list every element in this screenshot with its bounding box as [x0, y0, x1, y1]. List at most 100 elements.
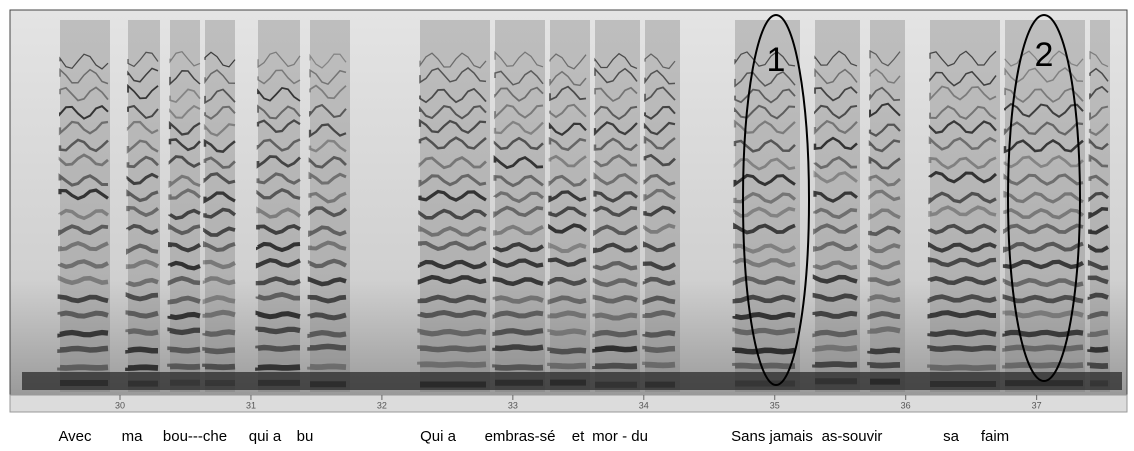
harmonic [734, 104, 796, 120]
harmonic [813, 207, 858, 220]
harmonic [419, 52, 487, 69]
harmonic [492, 364, 544, 371]
harmonic [255, 364, 301, 371]
harmonic [643, 121, 676, 136]
harmonic [255, 257, 301, 269]
harmonic [928, 205, 997, 217]
harmonic [1087, 362, 1109, 369]
harmonic [307, 312, 347, 321]
harmonic [927, 329, 997, 338]
harmonic [256, 155, 301, 169]
harmonic [592, 312, 638, 321]
harmonic [814, 104, 858, 120]
harmonic [732, 257, 796, 268]
harmonic [126, 243, 159, 255]
harmonic [203, 207, 237, 219]
harmonic [547, 277, 587, 286]
harmonic [204, 69, 236, 85]
harmonic [308, 171, 347, 185]
harmonic [202, 259, 236, 270]
harmonic [57, 275, 109, 286]
harmonic [59, 53, 109, 70]
harmonic [308, 206, 348, 218]
harmonic [643, 188, 676, 202]
harmonic [868, 174, 901, 187]
lyric: mor - du [592, 428, 648, 445]
harmonic [733, 191, 797, 204]
harmonic [1089, 67, 1109, 82]
harmonic [547, 347, 587, 355]
harmonic [1002, 329, 1084, 338]
harmonic [927, 275, 997, 286]
harmonic [309, 103, 347, 119]
harmonic [57, 259, 109, 269]
harmonic [58, 208, 109, 221]
harmonic [812, 329, 858, 338]
harmonic [307, 276, 347, 287]
harmonic [867, 347, 901, 355]
lyric: embras-sé [485, 428, 556, 445]
harmonic [593, 154, 638, 168]
harmonic [126, 139, 159, 154]
annotation-label: 1 [767, 41, 786, 79]
harmonic [593, 224, 638, 237]
voiced-band [420, 20, 490, 392]
harmonic [307, 330, 347, 339]
harmonic [57, 364, 109, 371]
harmonic [732, 327, 796, 336]
harmonic [167, 275, 201, 286]
harmonic [813, 190, 858, 203]
harmonic [643, 135, 676, 150]
voiced-band [205, 20, 235, 392]
lyric: faim [981, 428, 1009, 445]
harmonic [492, 310, 544, 319]
harmonic [203, 226, 236, 237]
harmonic [642, 295, 676, 305]
harmonic [814, 50, 858, 67]
harmonic [126, 189, 159, 203]
harmonic [417, 309, 487, 319]
harmonic [733, 222, 796, 235]
harmonic [493, 120, 544, 135]
harmonic [868, 225, 902, 237]
harmonic [593, 190, 638, 203]
harmonic [644, 86, 676, 103]
harmonic [1088, 243, 1109, 253]
harmonic [492, 328, 544, 337]
harmonic [548, 190, 587, 203]
harmonic [256, 187, 301, 200]
harmonic [418, 156, 487, 170]
harmonic [1087, 292, 1109, 301]
harmonic [255, 292, 301, 301]
harmonic [732, 311, 796, 321]
harmonic [125, 259, 159, 270]
harmonic [927, 257, 997, 268]
harmonic [417, 259, 487, 270]
harmonic [168, 208, 201, 221]
harmonic [256, 241, 301, 253]
harmonic [492, 257, 544, 269]
harmonic [929, 85, 997, 102]
harmonic [204, 105, 236, 120]
harmonic [202, 309, 236, 318]
ellipse [742, 14, 810, 386]
harmonic [169, 50, 201, 67]
harmonic [125, 346, 159, 354]
harmonic [127, 83, 159, 100]
lyric: et [572, 428, 585, 445]
harmonic [929, 105, 997, 120]
harmonic [592, 362, 638, 370]
harmonic [1003, 241, 1084, 253]
tick-label: 31 [246, 400, 256, 410]
harmonic [814, 86, 858, 102]
harmonic [1004, 50, 1084, 67]
harmonic [125, 328, 159, 336]
lyric: qui a [249, 428, 282, 445]
harmonic [256, 206, 302, 219]
lyric: Avec [58, 428, 92, 445]
harmonic [167, 295, 201, 305]
harmonic [167, 260, 201, 271]
harmonic [813, 241, 859, 252]
harmonic [813, 170, 858, 184]
harmonic [419, 105, 487, 120]
